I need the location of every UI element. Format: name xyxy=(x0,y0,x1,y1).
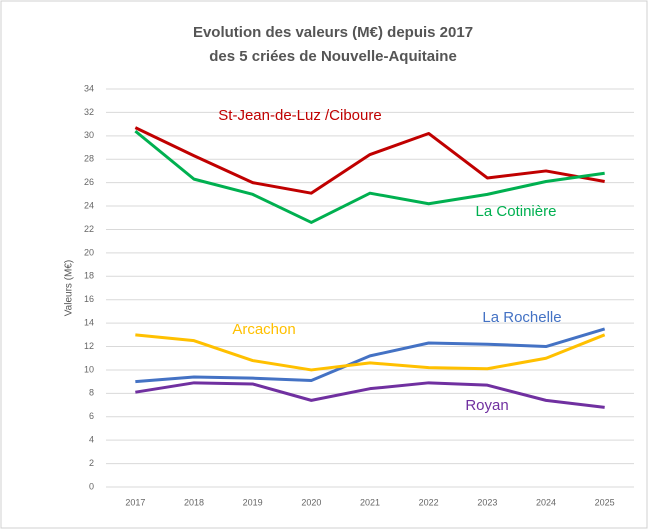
series-label: La Rochelle xyxy=(482,309,561,326)
x-tick-label: 2023 xyxy=(477,497,497,507)
x-tick-label: 2021 xyxy=(360,497,380,507)
y-tick-label: 16 xyxy=(84,294,94,304)
x-tick-label: 2018 xyxy=(184,497,204,507)
series-line xyxy=(135,333,606,372)
y-tick-label: 0 xyxy=(89,481,94,491)
series-label: La Cotinière xyxy=(476,203,557,220)
y-tick-label: 10 xyxy=(84,364,94,374)
y-tick-label: 22 xyxy=(84,224,94,234)
x-tick-label: 2024 xyxy=(536,497,556,507)
y-tick-label: 24 xyxy=(84,200,94,210)
series-line xyxy=(134,129,605,224)
y-tick-label: 6 xyxy=(89,411,94,421)
series-line xyxy=(134,126,605,195)
y-tick-label: 32 xyxy=(84,107,94,117)
y-tick-label: 8 xyxy=(89,388,94,398)
chart-title: Evolution des valeurs (M€) depuis 2017 xyxy=(193,24,473,41)
x-tick-label: 2019 xyxy=(243,497,263,507)
y-tick-label: 2 xyxy=(89,458,94,468)
series-label: Royan xyxy=(465,397,508,414)
y-axis-label: Valeurs (M€) xyxy=(64,260,75,317)
series-label: Arcachon xyxy=(232,321,295,338)
y-tick-label: 14 xyxy=(84,317,94,327)
y-tick-label: 26 xyxy=(84,177,94,187)
y-tick-label: 4 xyxy=(89,435,94,445)
y-tick-label: 12 xyxy=(84,341,94,351)
y-tick-label: 30 xyxy=(84,130,94,140)
x-tick-label: 2022 xyxy=(419,497,439,507)
y-tick-label: 34 xyxy=(84,83,94,93)
x-tick-label: 2017 xyxy=(125,497,145,507)
chart-subtitle: des 5 criées de Nouvelle-Aquitaine xyxy=(209,48,457,65)
y-tick-label: 20 xyxy=(84,247,94,257)
y-tick-label: 18 xyxy=(84,271,94,281)
series-line xyxy=(135,327,606,384)
y-tick-label: 28 xyxy=(84,154,94,164)
x-tick-label: 2020 xyxy=(301,497,321,507)
series-line xyxy=(135,381,605,409)
x-tick-label: 2025 xyxy=(595,497,615,507)
series-label: St-Jean-de-Luz /Ciboure xyxy=(218,107,381,124)
